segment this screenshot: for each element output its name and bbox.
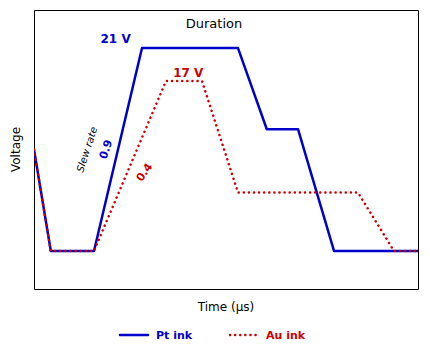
line <box>34 81 418 251</box>
x-axis <box>35 289 419 290</box>
chart: Duration 21 V 17 V Slew rate0.9 0.4 Time (μs)… <box>0 0 430 351</box>
x-axis-line <box>35 289 419 290</box>
plot: Duration 21 V 17 V Slew rate0.9 0.4 <box>34 11 419 290</box>
legend-swatch <box>230 334 258 337</box>
annotation: 21 V <box>101 32 132 46</box>
annotation: 0.4 <box>133 160 155 184</box>
y-axis-title: Voltage <box>9 127 23 172</box>
x-axis-top <box>35 10 419 11</box>
legend-item: Pt ink <box>120 329 193 342</box>
legend-item: Au ink <box>230 329 306 342</box>
line <box>34 48 418 251</box>
title: Duration <box>186 16 242 31</box>
annotation: 17 V <box>173 66 204 80</box>
legend-label: Au ink <box>266 329 306 342</box>
legend-label: Pt ink <box>156 329 193 342</box>
annotation: Slew rate <box>74 125 99 173</box>
lines <box>34 48 418 251</box>
legend-swatch <box>120 334 148 337</box>
legend: Pt ink Au ink <box>120 329 306 342</box>
x-axis-title: Time (μs) <box>197 300 254 314</box>
y-axis-right <box>418 11 419 290</box>
y-axis-right-line <box>418 11 419 290</box>
x-axis-top-line <box>35 10 419 11</box>
annotation: 0.9 <box>97 138 115 161</box>
